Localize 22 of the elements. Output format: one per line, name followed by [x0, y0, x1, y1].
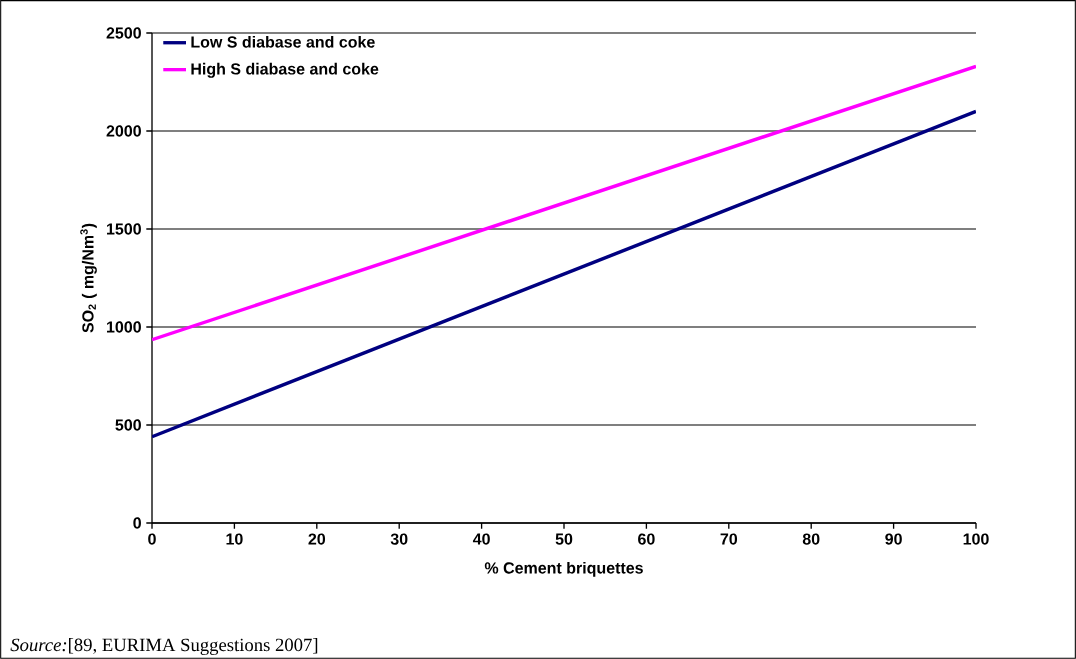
x-tick-label: 20 — [308, 533, 326, 545]
x-tick-label: 10 — [226, 533, 243, 545]
x-tick-label: 30 — [390, 533, 408, 545]
x-tick-label: 50 — [555, 533, 573, 545]
legend-label: Low S diabase and coke — [191, 35, 375, 48]
x-tick-label: 60 — [638, 533, 655, 545]
y-tick-label: 1000 — [107, 321, 141, 333]
x-tick-label: 100 — [963, 533, 989, 545]
x-tick-label: 90 — [885, 533, 902, 545]
y-tick-label: 2500 — [106, 27, 141, 39]
x-axis-title: % Cement briquettes — [484, 561, 643, 577]
y-tick-label: 1500 — [107, 223, 141, 235]
y-axis-title: SO$_{2}$ ( mg/Nm$^{3}$) — [80, 223, 97, 333]
y-tick-label: 2000 — [106, 125, 141, 137]
x-tick-label: 80 — [802, 533, 820, 545]
text: Source:[89, EURIMA Suggestions 2007] — [10, 638, 318, 656]
x-tick-label: 0 — [148, 533, 156, 545]
x-tick-label: 70 — [720, 533, 738, 545]
y-tick-label: 0 — [133, 517, 141, 529]
legend-label: High S diabase and coke — [191, 62, 379, 78]
y-tick-label: 500 — [115, 419, 141, 431]
x-tick-label: 40 — [472, 533, 490, 545]
